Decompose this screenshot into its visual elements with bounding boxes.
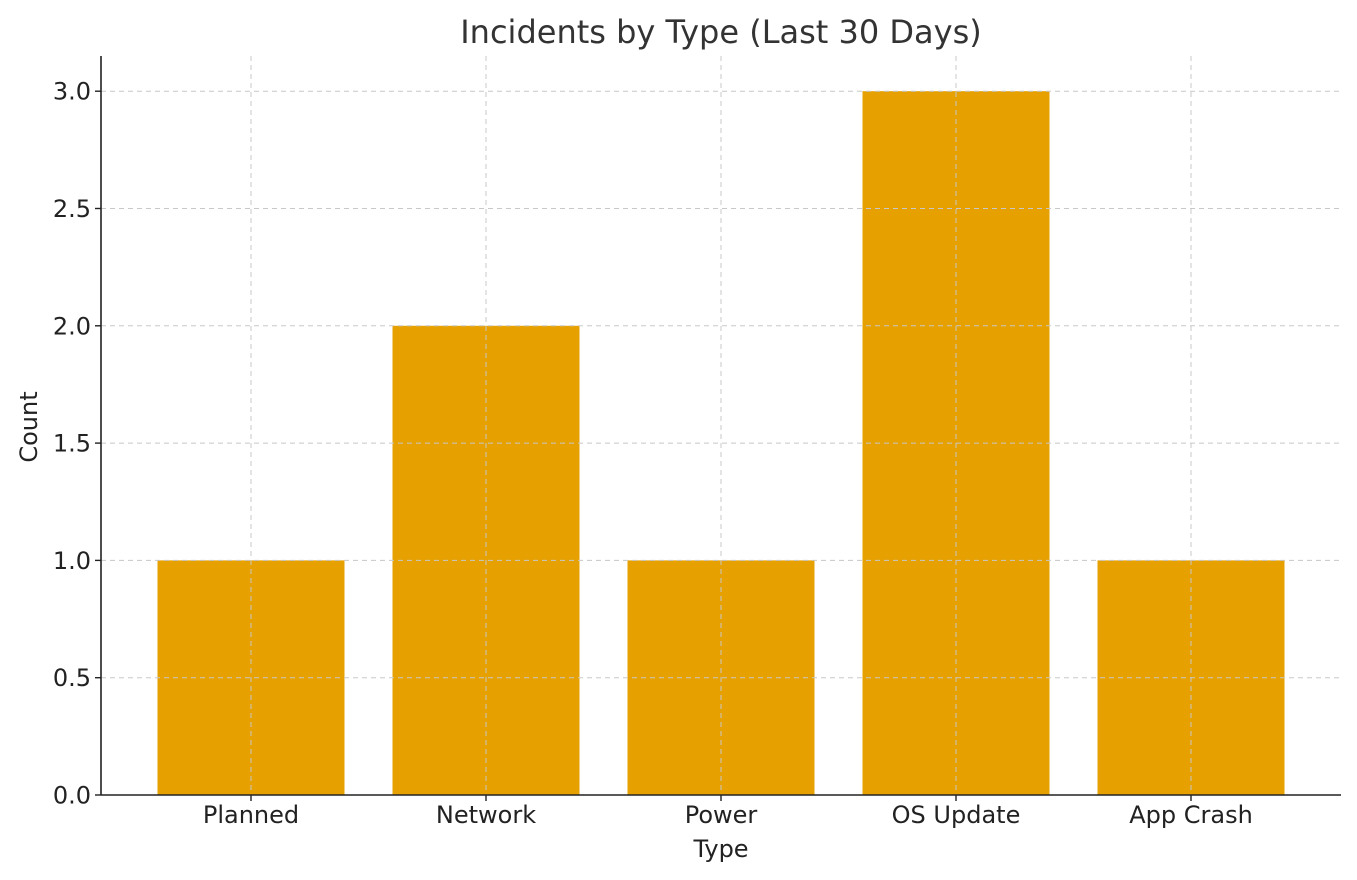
x-axis-label: Type bbox=[692, 835, 748, 863]
y-tick-label: 0.0 bbox=[53, 782, 91, 810]
x-tick-label: Planned bbox=[203, 801, 299, 829]
x-tick-label: Power bbox=[685, 801, 758, 829]
y-tick-label: 1.0 bbox=[53, 547, 91, 575]
y-axis-ticks: 0.0 0.5 1.0 1.5 2.0 2.5 3.0 bbox=[53, 78, 101, 810]
y-tick-label: 1.5 bbox=[53, 430, 91, 458]
x-tick-label: OS Update bbox=[892, 801, 1021, 829]
y-tick-label: 3.0 bbox=[53, 78, 91, 106]
y-tick-label: 2.5 bbox=[53, 195, 91, 223]
chart-title: Incidents by Type (Last 30 Days) bbox=[460, 13, 982, 51]
x-axis-ticks: Planned Network Power OS Update App Crash bbox=[203, 795, 1253, 829]
x-tick-label: Network bbox=[436, 801, 536, 829]
y-tick-label: 0.5 bbox=[53, 664, 91, 692]
gridlines bbox=[101, 56, 1341, 796]
y-tick-label: 2.0 bbox=[53, 312, 91, 340]
x-tick-label: App Crash bbox=[1129, 801, 1253, 829]
y-axis-label: Count bbox=[15, 391, 43, 462]
